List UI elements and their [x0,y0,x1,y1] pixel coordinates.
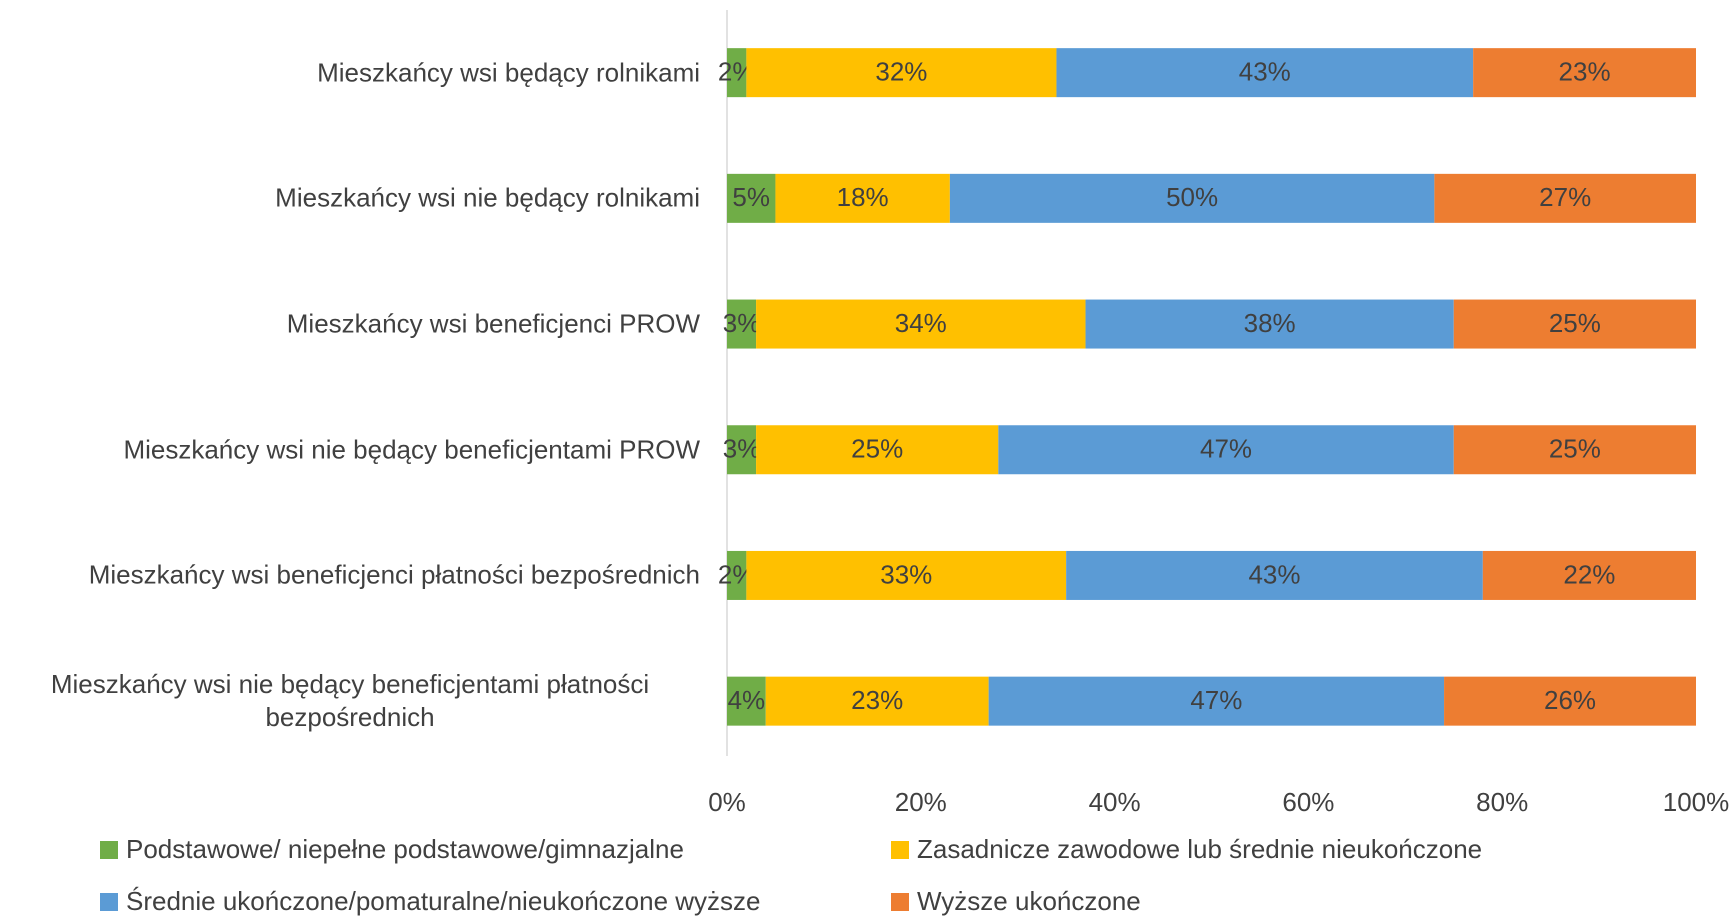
data-label: 3% [723,434,761,464]
bar-segment [988,676,1445,726]
data-label: 43% [1239,57,1291,87]
bar-segment [1482,550,1696,600]
bar-segment [1444,676,1696,726]
bar-segment [727,48,747,98]
bar-segment [949,173,1435,223]
y-tick-label-wrap: Mieszkańcy wsi beneficjenci płatności be… [0,559,700,592]
legend-label: Średnie ukończone/pomaturalne/nieukończo… [126,886,761,916]
data-label: 50% [1166,182,1218,212]
data-label: 23% [1559,57,1611,87]
x-tick-label: 0% [708,787,746,817]
data-label: 34% [895,308,947,338]
data-label: 5% [732,182,770,212]
data-label: 25% [1549,434,1601,464]
x-tick-label: 20% [895,787,947,817]
y-tick-label-wrap: Mieszkańcy wsi nie będący rolnikami [0,182,700,215]
y-tick-label: Mieszkańcy wsi beneficjenci płatności be… [88,559,700,590]
y-tick-label-wrap: Mieszkańcy wsi będący rolnikami [0,56,700,89]
x-tick-label: 60% [1282,787,1334,817]
data-label: 33% [880,559,932,589]
data-label: 23% [851,685,903,715]
data-label: 25% [1549,308,1601,338]
legend-swatch [891,893,909,911]
legend-label: Zasadnicze zawodowe lub średnie nieukońc… [917,834,1482,864]
bar-segment [727,173,776,223]
legend-swatch [100,893,118,911]
bar-segment [727,299,757,349]
legend-swatch [891,841,909,859]
x-tick-label: 100% [1663,787,1730,817]
data-label: 22% [1563,559,1615,589]
x-tick-label: 40% [1089,787,1141,817]
data-label: 18% [837,182,889,212]
y-tick-label: Mieszkańcy wsi beneficjenci PROW [286,308,700,339]
bar-segment [746,48,1057,98]
x-tick-label: 80% [1476,787,1528,817]
data-label: 47% [1190,685,1242,715]
data-label: 26% [1544,685,1596,715]
bar-segment [998,425,1454,475]
data-label: 27% [1539,182,1591,212]
bar-segment [1085,299,1454,349]
bar-segment [1056,48,1474,98]
bar-segment [756,425,999,475]
bar-segment [727,425,757,475]
bar-segment [1453,425,1696,475]
y-tick-label-wrap: Mieszkańcy wsi nie będący beneficjentami… [0,668,700,734]
bar-segment [727,676,766,726]
legend-label: Podstawowe/ niepełne podstawowe/gimnazja… [126,834,684,864]
y-tick-label: Mieszkańcy wsi nie będący beneficjentami… [50,669,650,733]
bar-segment [756,299,1086,349]
bar-segment [775,173,950,223]
y-tick-label: Mieszkańcy wsi nie będący beneficjentami… [123,434,700,465]
data-label: 47% [1200,434,1252,464]
bar-segment [727,550,747,600]
y-tick-label: Mieszkańcy wsi nie będący rolnikami [275,182,700,213]
legend-label: Wyższe ukończone [917,886,1141,916]
bar-segment [1473,48,1696,98]
bar-segment [765,676,989,726]
bar-segment [746,550,1067,600]
data-label: 43% [1248,559,1300,589]
legend-swatch [100,841,118,859]
data-label: 4% [728,685,766,715]
data-label: 3% [723,308,761,338]
y-tick-label-wrap: Mieszkańcy wsi beneficjenci PROW [0,308,700,341]
y-tick-label-wrap: Mieszkańcy wsi nie będący beneficjentami… [0,433,700,466]
data-label: 32% [875,57,927,87]
bar-segment [1453,299,1696,349]
y-tick-label: Mieszkańcy wsi będący rolnikami [317,57,700,88]
data-label: 38% [1244,308,1296,338]
data-label: 25% [851,434,903,464]
bar-segment [1434,173,1696,223]
bar-segment [1066,550,1483,600]
